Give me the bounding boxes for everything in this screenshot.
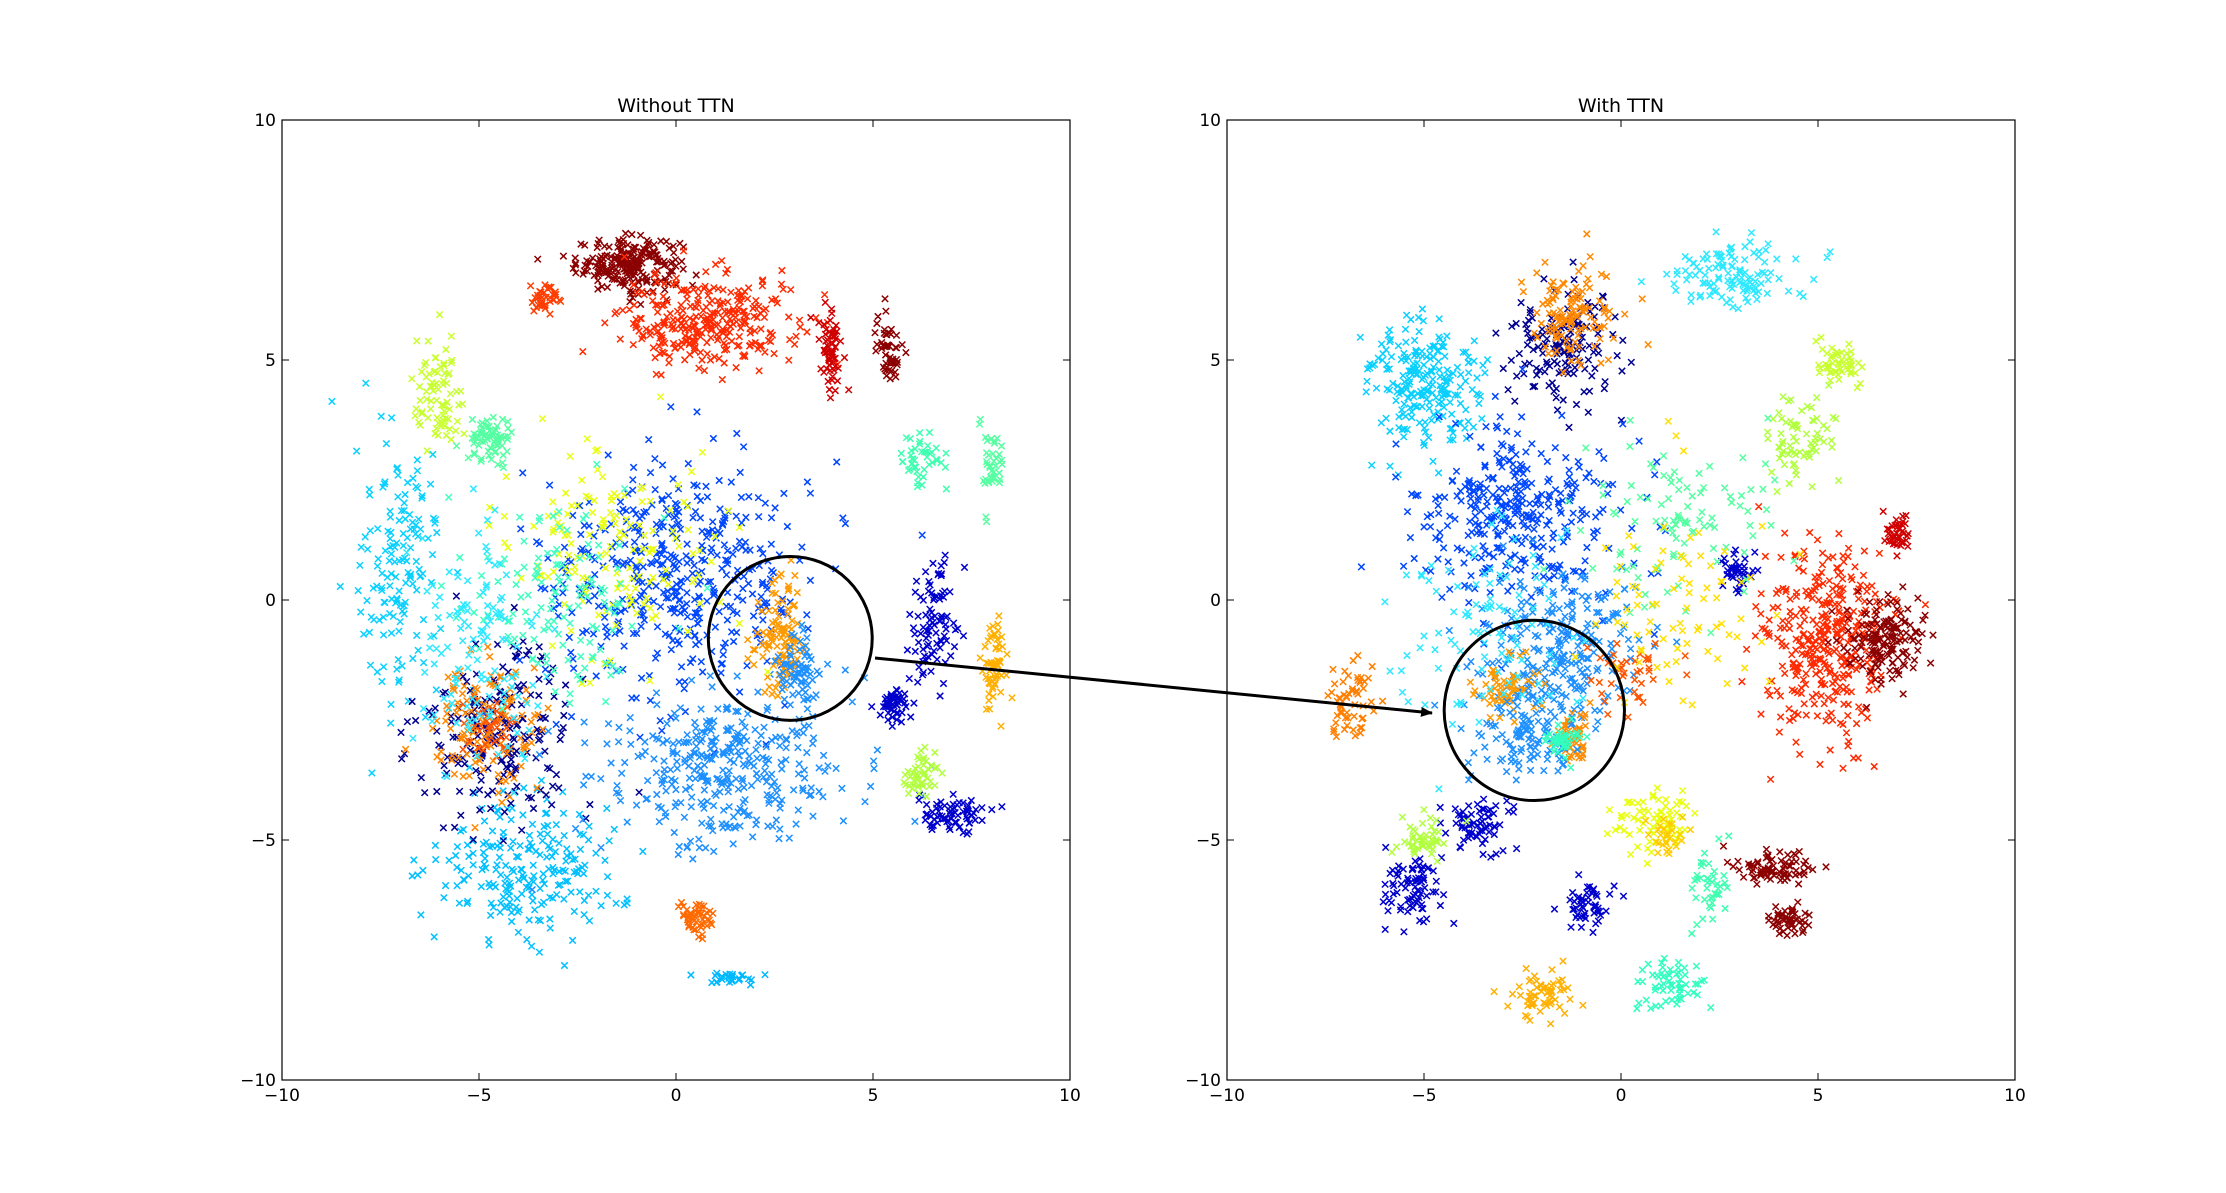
point-cluster-3	[871, 295, 910, 383]
point-cluster-6	[452, 413, 516, 472]
x-tick-label: 5	[1813, 1086, 1824, 1106]
y-tick-label: −5	[251, 831, 276, 851]
point-cluster-18	[900, 743, 946, 801]
point-cluster-8	[1763, 381, 1843, 496]
x-tick-label: 5	[868, 1086, 879, 1106]
highlight-circle	[1442, 618, 1626, 803]
point-cluster-20	[1550, 870, 1628, 937]
point-cluster-2	[807, 298, 853, 402]
y-tick-label: 5	[265, 351, 276, 371]
point-cluster-18	[1379, 843, 1458, 936]
point-cluster-2	[1879, 507, 1912, 560]
x-tick-label: 0	[1616, 1086, 1627, 1106]
point-cluster-6	[1637, 228, 1834, 313]
highlight-circle	[706, 554, 874, 722]
point-cluster-19	[1436, 795, 1521, 861]
scatter-panel-with-ttn: −10 −5 0 5 10 −10 −5 0 5 10 With TTN	[1185, 95, 2026, 1106]
point-cluster-24	[1633, 954, 1715, 1013]
y-tick-label: −10	[1185, 1071, 1221, 1091]
x-tick-label: 0	[671, 1086, 682, 1106]
x-tick-label: −5	[466, 1086, 491, 1106]
point-cluster-8	[408, 763, 647, 970]
x-tick-label: 10	[1059, 1086, 1081, 1106]
point-cluster-13	[1466, 648, 1549, 726]
point-cluster-25	[1687, 832, 1733, 938]
point-cluster-10	[1517, 230, 1652, 377]
x-tick-label: 10	[2004, 1086, 2026, 1106]
x-tick-label: −10	[1209, 1086, 1245, 1106]
point-cluster-4	[526, 281, 565, 318]
point-cluster-16	[867, 685, 918, 731]
y-tick-label: 10	[254, 111, 276, 131]
point-cluster-15	[903, 551, 969, 700]
point-cluster-3	[1719, 842, 1830, 888]
point-cluster-17	[915, 790, 1006, 838]
point-cluster-24	[485, 393, 772, 688]
point-cluster-21	[897, 428, 951, 493]
point-cluster-1	[1824, 583, 1937, 712]
point-cluster-28	[1540, 414, 1798, 637]
point-cluster-26	[402, 485, 559, 797]
connecting-arrow	[874, 656, 1433, 717]
x-tick-label: −10	[264, 1086, 300, 1106]
point-cluster-29	[1583, 639, 1691, 721]
y-tick-label: −10	[240, 1071, 276, 1091]
point-cluster-23	[1490, 957, 1587, 1028]
point-cluster-30	[1381, 506, 1589, 793]
point-cluster-0	[533, 229, 700, 309]
axis-ticks: −10 −5 0 5 10 −10 −5 0 5 10	[1185, 111, 2026, 1106]
point-cluster-12	[528, 666, 935, 894]
y-tick-label: −5	[1196, 831, 1221, 851]
point-cluster-19	[976, 612, 1016, 730]
point-cluster-27	[687, 969, 769, 989]
y-tick-label: 5	[1210, 351, 1221, 371]
scatter-panel-without-ttn: −10 −5 0 5 10 −10 −5 0 5 10 Without TTN	[240, 95, 1081, 1106]
point-cluster-20	[975, 415, 1006, 526]
x-tick-label: −5	[1411, 1086, 1436, 1106]
chart-title: With TTN	[1578, 95, 1664, 117]
point-cluster-22	[674, 898, 717, 943]
y-tick-label: 0	[265, 591, 276, 611]
chart-title: Without TTN	[617, 95, 734, 117]
axis-ticks: −10 −5 0 5 10 −10 −5 0 5 10	[240, 111, 1081, 1106]
point-cluster-16	[1541, 715, 1591, 772]
y-tick-label: 10	[1199, 111, 1221, 131]
y-tick-label: 0	[1210, 591, 1221, 611]
point-cluster-27	[1641, 813, 1695, 858]
point-cluster-5	[408, 310, 468, 455]
point-cluster-7	[1812, 333, 1866, 392]
point-cluster-4	[1764, 898, 1813, 940]
point-cluster-7	[328, 379, 478, 777]
scatter-points	[328, 229, 1016, 989]
point-cluster-31	[1571, 417, 1804, 709]
point-cluster-5	[1356, 305, 1492, 479]
point-cluster-14	[771, 621, 832, 731]
point-cluster-1	[579, 247, 842, 384]
point-cluster-17	[1324, 651, 1387, 741]
plot-area-background	[282, 120, 1070, 1080]
point-cluster-22	[1388, 805, 1471, 866]
scatter-points	[1324, 228, 1937, 1028]
